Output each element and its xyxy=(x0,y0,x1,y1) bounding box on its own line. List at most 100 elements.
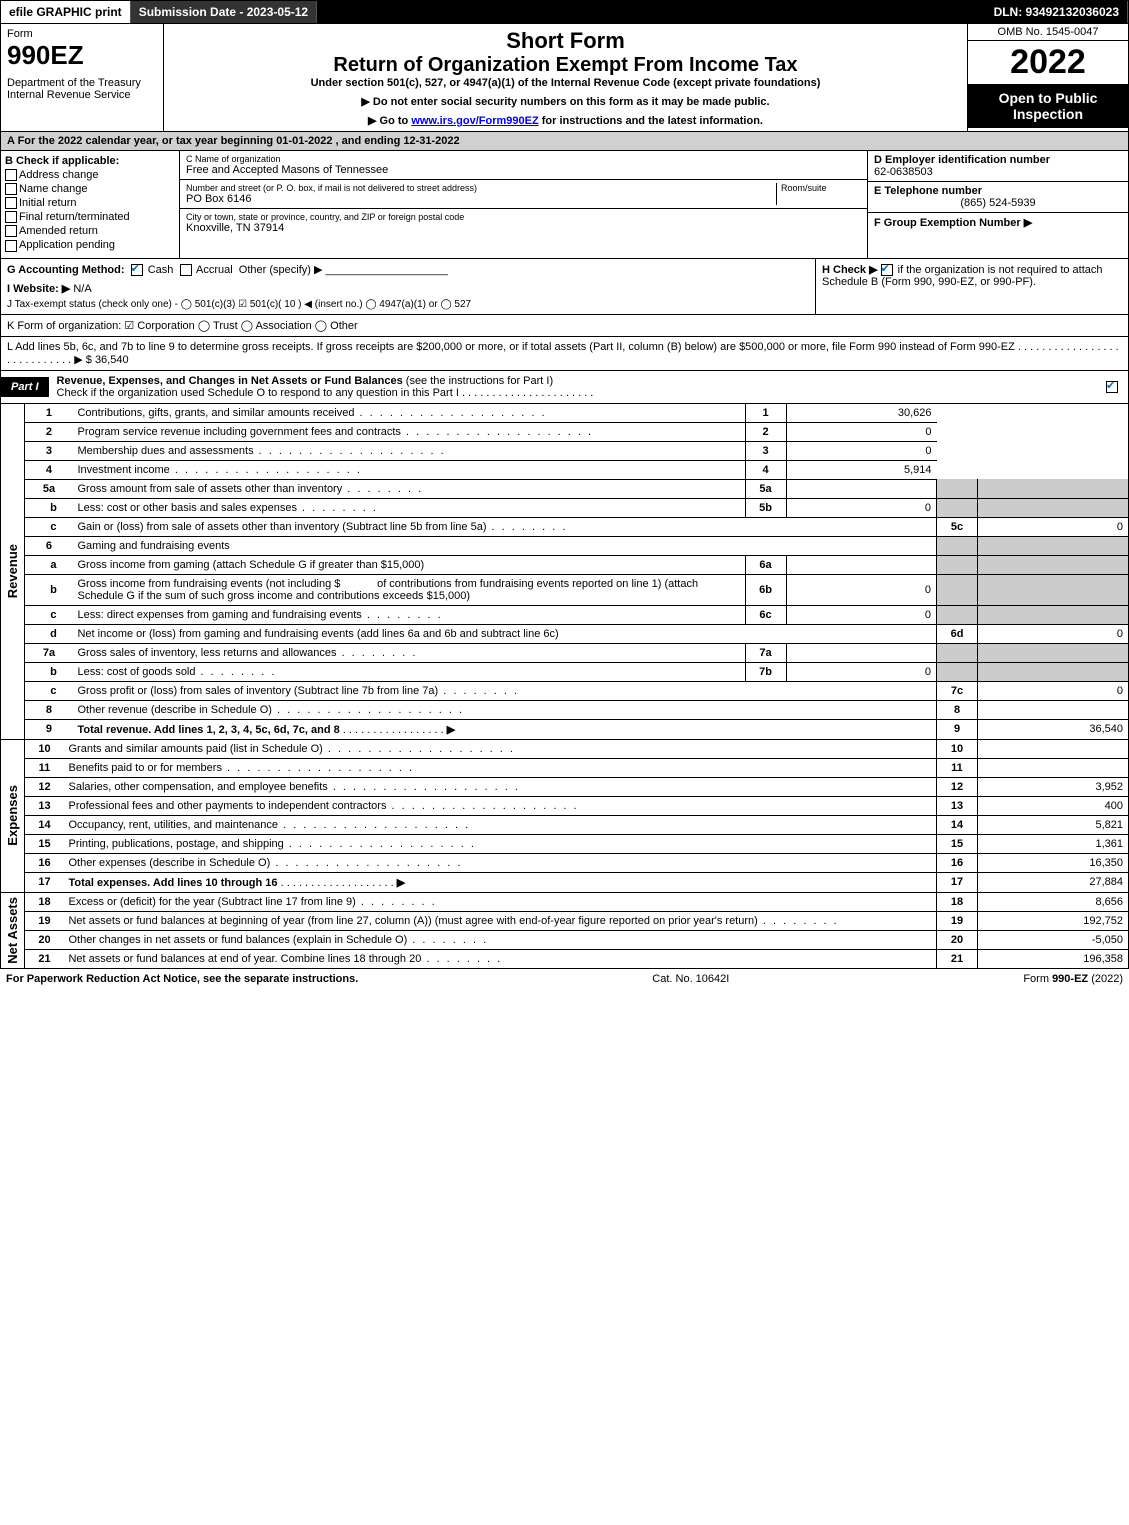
ln-16-val: 16,350 xyxy=(978,853,1129,872)
expenses-table: 10 Grants and similar amounts paid (list … xyxy=(24,740,1128,893)
ln-6-rshade xyxy=(937,536,978,555)
netassets-table: 18Excess or (deficit) for the year (Subt… xyxy=(24,893,1128,969)
ln-5b-num: b xyxy=(25,498,73,517)
ln-10-desc: Grants and similar amounts paid (list in… xyxy=(68,743,514,755)
ln-17-desc: Total expenses. Add lines 10 through 16 xyxy=(68,877,277,889)
ln-5a-desc: Gross amount from sale of assets other t… xyxy=(77,483,423,495)
line-7c: cGross profit or (loss) from sales of in… xyxy=(25,681,1128,700)
org-name: Free and Accepted Masons of Tennessee xyxy=(186,164,861,176)
ln-2-r: 2 xyxy=(745,422,786,441)
l-value: 36,540 xyxy=(95,354,129,366)
under-section: Under section 501(c), 527, or 4947(a)(1)… xyxy=(174,77,957,89)
line-6: 6Gaming and fundraising events xyxy=(25,536,1128,555)
ln-3-desc: Membership dues and assessments xyxy=(77,445,445,457)
ln-5b-rshade xyxy=(937,498,978,517)
line-15: 15Printing, publications, postage, and s… xyxy=(25,834,1128,853)
ln-10-num: 10 xyxy=(25,740,64,759)
goto-pre: ▶ Go to xyxy=(368,115,411,127)
ln-9-val: 36,540 xyxy=(978,719,1129,739)
netassets-side-text: Net Assets xyxy=(5,897,20,964)
ein-block: D Employer identification number 62-0638… xyxy=(868,151,1128,182)
revenue-block: Revenue 1Contributions, gifts, grants, a… xyxy=(0,404,1129,740)
chk-application-pending[interactable]: Application pending xyxy=(5,239,175,251)
chk-amended-return[interactable]: Amended return xyxy=(5,225,175,237)
ln-19-val: 192,752 xyxy=(978,911,1129,930)
row-k: K Form of organization: ☑ Corporation ◯ … xyxy=(0,315,1129,337)
g-label: G Accounting Method: xyxy=(7,264,125,276)
box-g: G Accounting Method: Cash Accrual Other … xyxy=(1,259,816,314)
ln-6c-rshade xyxy=(937,605,978,624)
netassets-side-label: Net Assets xyxy=(0,893,24,969)
part-i-subtitle: (see the instructions for Part I) xyxy=(406,375,553,387)
ln-10-r: 10 xyxy=(937,740,978,759)
ln-1-desc: Contributions, gifts, grants, and simila… xyxy=(77,407,546,419)
ln-5c-desc: Gain or (loss) from sale of assets other… xyxy=(77,521,567,533)
chk-accrual[interactable] xyxy=(180,264,192,276)
line-20: 20Other changes in net assets or fund ba… xyxy=(25,930,1128,949)
ln-1-val: 30,626 xyxy=(786,404,937,423)
page-footer: For Paperwork Reduction Act Notice, see … xyxy=(0,969,1129,989)
lbl-cash: Cash xyxy=(148,264,174,276)
ln-9-desc: Total revenue. Add lines 1, 2, 3, 4, 5c,… xyxy=(77,724,339,736)
lbl-amended-return: Amended return xyxy=(19,225,98,237)
chk-cash[interactable] xyxy=(131,264,143,276)
line-12: 12Salaries, other compensation, and empl… xyxy=(25,777,1128,796)
ln-12-num: 12 xyxy=(25,777,64,796)
short-form-title: Short Form xyxy=(174,28,957,54)
ln-20-desc: Other changes in net assets or fund bala… xyxy=(68,934,488,946)
lbl-initial-return: Initial return xyxy=(19,197,76,209)
ln-5c-r: 5c xyxy=(937,517,978,536)
goto-post: for instructions and the latest informat… xyxy=(539,115,763,127)
chk-schedule-o[interactable] xyxy=(1106,381,1118,393)
chk-name-change[interactable]: Name change xyxy=(5,183,175,195)
row-l: L Add lines 5b, 6c, and 7b to line 9 to … xyxy=(0,337,1129,371)
main-title: Return of Organization Exempt From Incom… xyxy=(174,54,957,77)
irs-link[interactable]: www.irs.gov/Form990EZ xyxy=(411,115,538,127)
ln-6b-num: b xyxy=(25,574,73,605)
ln-9-arrow: ▶ xyxy=(447,724,455,736)
row-j: J Tax-exempt status (check only one) - ◯… xyxy=(7,299,809,310)
l-text: L Add lines 5b, 6c, and 7b to line 9 to … xyxy=(7,341,1119,366)
ln-17-r: 17 xyxy=(937,872,978,892)
group-exempt-label: F Group Exemption Number ▶ xyxy=(874,217,1032,229)
ln-4-r: 4 xyxy=(745,460,786,479)
line-5b: bLess: cost or other basis and sales exp… xyxy=(25,498,1128,517)
irs-label: Internal Revenue Service xyxy=(7,89,157,101)
chk-final-return[interactable]: Final return/terminated xyxy=(5,211,175,223)
ln-21-desc: Net assets or fund balances at end of ye… xyxy=(68,953,502,965)
ln-5b-mv: 0 xyxy=(786,498,937,517)
line-18: 18Excess or (deficit) for the year (Subt… xyxy=(25,893,1128,912)
chk-initial-return[interactable]: Initial return xyxy=(5,197,175,209)
box-b: B Check if applicable: Address change Na… xyxy=(1,151,180,258)
org-name-block: C Name of organization Free and Accepted… xyxy=(180,151,867,180)
box-h: H Check ▶ if the organization is not req… xyxy=(816,259,1128,314)
city-value: Knoxville, TN 37914 xyxy=(186,222,861,234)
ln-5a-vshade xyxy=(978,479,1129,498)
form-header: Form 990EZ Department of the Treasury In… xyxy=(0,24,1129,132)
ln-18-val: 8,656 xyxy=(978,893,1129,912)
ln-7b-m: 7b xyxy=(745,662,786,681)
line-4: 4Investment income45,914 xyxy=(25,460,1128,479)
ln-5a-num: 5a xyxy=(25,479,73,498)
ln-21-r: 21 xyxy=(937,949,978,968)
chk-address-change[interactable]: Address change xyxy=(5,169,175,181)
ln-11-num: 11 xyxy=(25,758,64,777)
ln-7c-num: c xyxy=(25,681,73,700)
part-i-title: Revenue, Expenses, and Changes in Net As… xyxy=(49,371,1098,403)
expenses-side-text: Expenses xyxy=(5,785,20,846)
ln-6c-num: c xyxy=(25,605,73,624)
ln-6c-vshade xyxy=(978,605,1129,624)
line-8: 8Other revenue (describe in Schedule O)8 xyxy=(25,700,1128,719)
line-7b: bLess: cost of goods sold7b0 xyxy=(25,662,1128,681)
tax-year: 2022 xyxy=(968,41,1128,84)
part-i-checkline: Check if the organization used Schedule … xyxy=(57,387,459,399)
ln-15-val: 1,361 xyxy=(978,834,1129,853)
lbl-accrual: Accrual xyxy=(196,264,233,276)
ln-16-desc: Other expenses (describe in Schedule O) xyxy=(68,857,462,869)
ln-7b-num: b xyxy=(25,662,73,681)
ln-13-r: 13 xyxy=(937,796,978,815)
footer-left: For Paperwork Reduction Act Notice, see … xyxy=(6,973,358,985)
ln-7a-vshade xyxy=(978,643,1129,662)
chk-schedule-b[interactable] xyxy=(881,264,893,276)
ln-5c-num: c xyxy=(25,517,73,536)
